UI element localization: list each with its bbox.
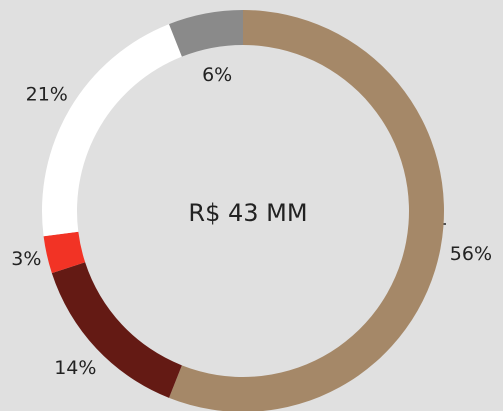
donut-segment — [43, 231, 86, 274]
donut-segment — [41, 24, 182, 237]
data-label: 6% — [202, 64, 232, 86]
data-label: 21% — [26, 83, 68, 105]
center-label: R$ 43 MM — [188, 199, 307, 227]
data-label: 56% — [450, 243, 492, 265]
data-label: 14% — [54, 357, 96, 379]
data-label: 3% — [11, 248, 41, 270]
donut-segment — [169, 10, 444, 411]
donut-segment — [51, 262, 182, 398]
donut-segment — [169, 10, 243, 57]
